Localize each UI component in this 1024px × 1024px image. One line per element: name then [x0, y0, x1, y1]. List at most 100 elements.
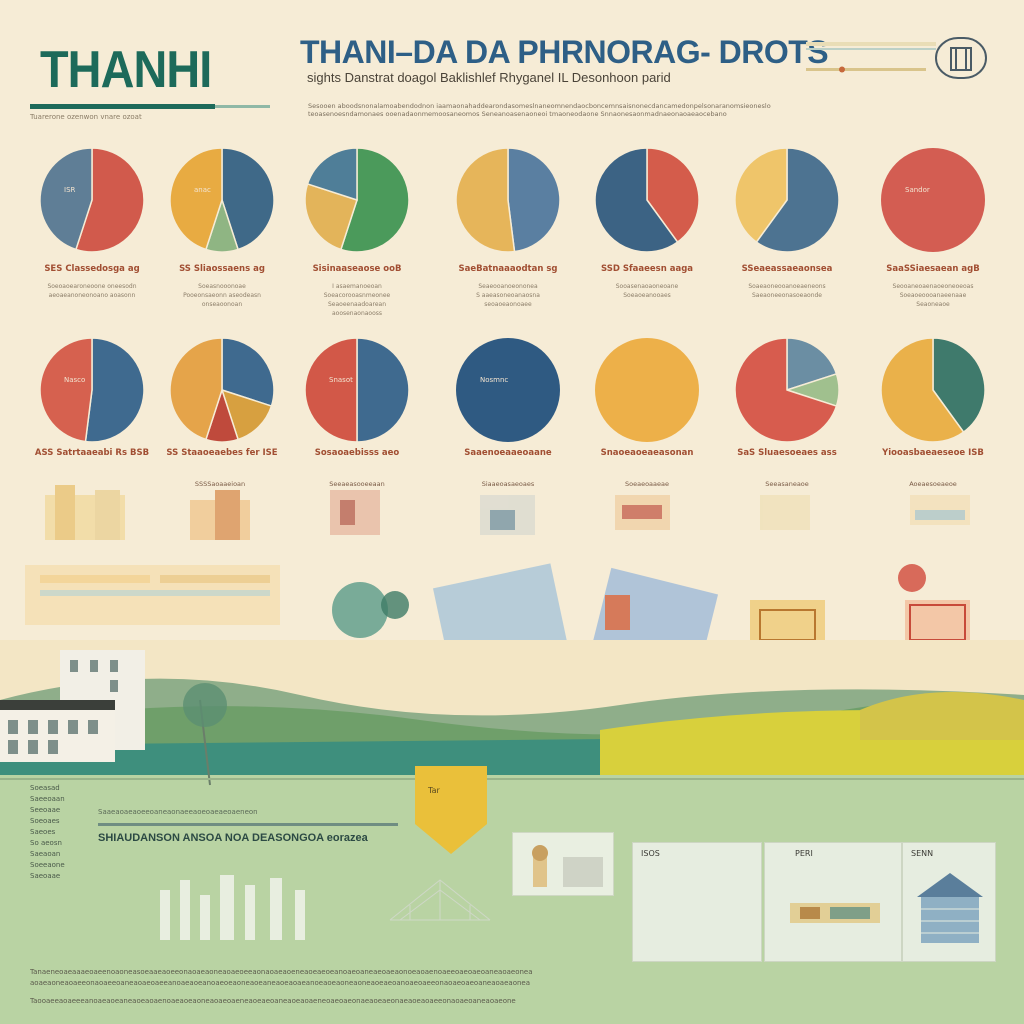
pie-description-line: I asaemanoeoan: [332, 283, 382, 290]
side-labels: Soeasad Saeeoaan Seeoaae Soeoaes Saeoes So ae…: [30, 784, 100, 883]
pie-description-line: Soeasnooonoae: [198, 283, 246, 290]
pie-description: I asaemanoeoan Soeacorooasnmeonee Seaoeena…: [292, 282, 422, 318]
pie-slice: [932, 337, 986, 434]
intro-line: Sesooen aboodsnonalamoabendodnon iaamaon…: [308, 102, 771, 110]
pie-chart: [595, 338, 699, 442]
pie-description-line: Soeaoeoooanaeenaae: [899, 292, 967, 299]
pie-chart: [455, 147, 561, 253]
pie-slice: [646, 147, 700, 244]
pie-slice: [339, 147, 410, 253]
pie-label: SaaSSiaesaean agB: [886, 264, 980, 274]
pie-slice: [455, 147, 516, 253]
pie-slice: [734, 337, 838, 443]
pie-chart: [734, 337, 840, 443]
illustration-captions: SSSSaoaaeioan Seeaeasooeeaan Siaaeoasaeoae…: [0, 480, 1024, 500]
pie-slice: [356, 337, 410, 443]
pie-description-line: Soeaoeanooaes: [623, 292, 671, 299]
pie-chart: ISR: [39, 147, 145, 253]
illustration-caption: SSSSaoaaeioan: [194, 480, 246, 488]
pie-slice: [304, 337, 358, 443]
intro-text: Sesooen aboodsnonalamoabendodnon iaamaon…: [308, 102, 998, 118]
side-label: Soeoaes: [30, 817, 60, 825]
side-label: Saeaoan: [30, 850, 61, 858]
pie-inner-label: Snasot: [329, 376, 353, 384]
pie-chart: Sandor: [881, 148, 985, 252]
pie-chart: Nasco: [39, 337, 145, 443]
house-icon: [917, 873, 983, 943]
info-panel-2: PERI: [764, 842, 902, 962]
pie-description: Seaeooanoeononea S aaeasoneoanaosna seoaoe…: [443, 282, 573, 309]
pie-chart: [304, 147, 410, 253]
pie-slice: [169, 337, 223, 441]
side-label: Soeasad: [30, 784, 60, 792]
location-pin-icon: [415, 766, 487, 854]
pie-slice: [594, 147, 679, 253]
info-panel-1: ISOS: [632, 842, 762, 962]
pie-label: Yiooasbaeaeseoe ISB: [882, 448, 984, 458]
info-panel-3: SENN: [902, 842, 996, 962]
side-label: Saeeoaan: [30, 795, 65, 803]
pie-description: Sooasenaoaoneoane Soeaoeanooaes: [582, 282, 712, 300]
pie-slice: [304, 182, 358, 251]
grid-illustration: [389, 879, 491, 921]
pie-label: SS Sliaossaens ag: [179, 264, 265, 274]
pie-slice: [74, 147, 145, 253]
illustration-caption: Seeaeasooeeaan: [329, 480, 385, 488]
pie-slice: [306, 147, 358, 202]
pie-slice: [507, 147, 561, 253]
bottom-heading: SHIAUDANSON ANSOA NOA DEASONGOA eorazea: [98, 832, 368, 844]
pie-label: SS Staaoeaebes fer ISE: [166, 448, 278, 458]
pin-label: Tar: [428, 786, 440, 795]
pie-label: Snaoeaoeaeasonan: [600, 448, 694, 458]
footer-line: Tanaeneoaeaaaeoaeenoaoneasoeaaeaoeeonaoa…: [30, 968, 533, 976]
pie-description-line: Saeaoneeonasoeaonde: [752, 292, 822, 299]
pie-description-line: Sooasenaoaoneoane: [615, 283, 679, 290]
pie-description-line: Soaeaoneooanoeaeneons: [748, 283, 826, 290]
illustration-caption: Aoeaesoeaeoe: [909, 480, 957, 488]
pie-label: ASS Satrtaaeabi Rs BSB: [34, 448, 150, 458]
pie-description-line: seoaoeaonoaee: [484, 301, 532, 308]
pie-label: SaS Sluaesoeaes ass: [737, 448, 837, 458]
pie-slice: [221, 147, 275, 251]
subtitle: sights Danstrat doagol Baklishlef Rhygan…: [307, 70, 671, 85]
title-underline-accent: [215, 105, 270, 108]
illustration-caption: Soeaeoaaeae: [624, 480, 669, 488]
pie-description-line: Seaeooanoeononea: [478, 283, 538, 290]
pie-chart: [734, 147, 840, 253]
side-label: So aeosn: [30, 839, 62, 847]
pie-inner-label: ISR: [64, 186, 76, 194]
pie-description-line: Pooeonsaeonn aseodeasn: [183, 292, 261, 299]
pie-slice: [169, 147, 223, 251]
pie-slice: [84, 337, 145, 443]
logo-emblem: [806, 37, 987, 79]
pie-slice: [595, 338, 699, 442]
pie-slice: [755, 147, 840, 253]
pie-inner-label: anac: [194, 186, 211, 194]
pie-chart: Snasot: [304, 337, 410, 443]
pie-slice: [39, 337, 93, 443]
pie-label: SSeaeassaeaonsea: [741, 264, 833, 274]
main-title: THANI–DA DA PHRNORAG- DROTS: [300, 34, 829, 70]
pie-chart: anac: [169, 147, 275, 253]
pie-slice: [221, 337, 275, 408]
illustration-caption: Seeasaneaoe: [765, 480, 809, 488]
pie-description-line: Seaoneaoe: [916, 301, 950, 308]
pie-description-line: Soeacorooasnmeonee: [323, 292, 391, 299]
footer-line: Taooaeeaoaeeeanoaeaoeaneaoeaoaenoaeaoeao…: [30, 997, 516, 1005]
pie-row-2: Nasco ASS Satrtaaeabi Rs BSB SS Staaoeaebe…: [0, 330, 1024, 470]
pie-description: Soeasnooonoae Pooeonsaeonn aseodeasn onsea…: [157, 282, 287, 309]
bar-illustration: [160, 875, 305, 940]
pie-description-line: S aaeasoneoanaosna: [476, 292, 540, 299]
panel-illustration: [790, 903, 880, 923]
pie-slice: [456, 338, 560, 442]
pie-description: Seooaneoaenaoeoneoeoas Soeaoeoooanaeenaae…: [868, 282, 998, 309]
pie-chart: Nosmnc: [456, 338, 560, 442]
title-underline: [30, 104, 215, 109]
pie-inner-label: Nasco: [64, 376, 85, 384]
pie-description: Soeoaoearoneoone oneesodn aeoaeanoneonoan…: [27, 282, 157, 300]
pie-label: SaeBatnaaaodtan sg: [458, 264, 558, 274]
pie-slice: [881, 148, 985, 252]
pie-label: SSD Sfaaeesn aaga: [600, 264, 694, 274]
pie-chart: [880, 337, 986, 443]
pie-description: Soaeaoneooanoeaeneons Saeaoneeonasoeaonde: [722, 282, 852, 300]
